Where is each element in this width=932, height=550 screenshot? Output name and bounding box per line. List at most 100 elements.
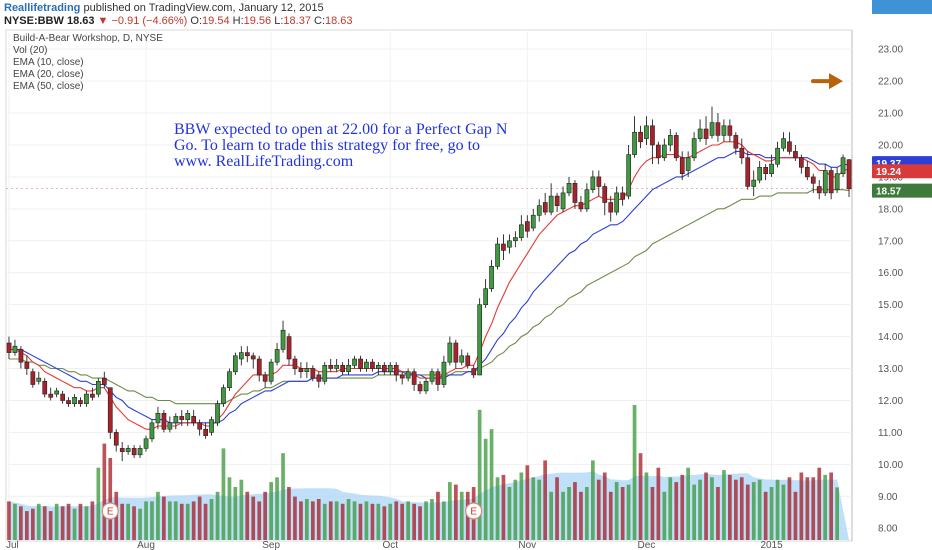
volume-bar <box>436 491 440 540</box>
candle-body <box>626 154 631 197</box>
candle-body <box>423 380 429 392</box>
earnings-marker-label: E <box>107 507 114 518</box>
candle-body <box>268 361 274 382</box>
candle <box>453 339 459 369</box>
candle-body <box>733 135 739 149</box>
candle-body <box>584 189 590 210</box>
candle-body <box>245 352 250 357</box>
author-link[interactable]: Reallifetrading <box>4 2 81 14</box>
candle-body <box>90 393 95 398</box>
volume-bar <box>25 511 29 540</box>
x-tick-label: Nov <box>518 540 536 550</box>
candle-body <box>757 167 762 181</box>
legend-ema50[interactable]: EMA (50, close) <box>13 81 84 92</box>
legend-ema20[interactable]: EMA (20, close) <box>13 69 84 80</box>
candle <box>655 141 661 165</box>
candle <box>250 352 256 369</box>
candle <box>763 164 768 181</box>
legend-volume[interactable]: Vol (20) <box>13 45 48 56</box>
candle <box>173 413 179 430</box>
volume-bar <box>513 479 518 540</box>
volume-bar <box>227 477 232 540</box>
volume-bar <box>656 467 661 540</box>
candle <box>536 199 542 222</box>
candle-body <box>620 192 625 200</box>
candle <box>471 365 477 379</box>
candle <box>542 192 548 216</box>
candle-body <box>739 147 745 159</box>
volume-bar <box>507 487 512 540</box>
symbol-label[interactable]: NYSE:BBW <box>4 15 64 27</box>
candle <box>667 129 673 152</box>
legend-ema10[interactable]: EMA (10, close) <box>13 57 84 68</box>
candle-body <box>691 138 697 159</box>
volume-bar <box>221 448 226 540</box>
arrow-right-icon <box>811 73 843 90</box>
volume-bar <box>168 501 172 540</box>
candle <box>691 132 697 161</box>
candle-body <box>793 151 798 159</box>
candle-body <box>673 135 679 159</box>
candle <box>810 173 816 193</box>
candle <box>489 259 494 292</box>
volume-bar <box>96 467 101 540</box>
volume-bar <box>757 479 762 540</box>
candle-body <box>393 364 399 376</box>
volume-bar <box>406 501 410 540</box>
y-tick-label: 15.00 <box>878 300 903 311</box>
candle-body <box>810 176 816 184</box>
volume-bar <box>287 487 291 540</box>
volume-bar <box>305 499 309 540</box>
candle <box>352 355 357 369</box>
candle <box>131 445 137 458</box>
volume-bar <box>275 477 279 540</box>
y-tick-label: 16.00 <box>878 268 903 279</box>
candle <box>143 435 149 452</box>
candle-body <box>495 243 500 267</box>
candle-body <box>107 387 113 433</box>
candle-body <box>197 422 203 430</box>
volume-bar <box>686 467 690 540</box>
volume-bar <box>13 503 17 540</box>
candle <box>566 176 572 197</box>
y-tick-label: 11.00 <box>878 428 903 439</box>
candle <box>739 138 745 165</box>
volume-bar <box>281 453 285 540</box>
candle-body <box>84 393 89 405</box>
volume-bar <box>644 472 649 540</box>
volume-bar <box>835 487 839 540</box>
candle <box>197 419 203 436</box>
candle-body <box>644 125 649 139</box>
candle <box>787 132 792 155</box>
volume-bar <box>519 472 524 540</box>
candle <box>102 371 107 388</box>
candle-body <box>459 355 465 363</box>
candle <box>602 183 608 216</box>
volume-bar <box>787 477 792 540</box>
volume-bar <box>48 511 53 540</box>
candle-body <box>346 364 351 372</box>
candle <box>310 365 316 382</box>
volume-bar <box>36 503 41 540</box>
legend-series-title[interactable]: Build-A-Bear Workshop, D, NYSE <box>13 33 163 44</box>
candle-body <box>429 371 435 382</box>
volume-bar <box>459 491 464 540</box>
candle-body <box>102 377 107 385</box>
candle <box>423 378 429 395</box>
volume-bar <box>84 506 89 541</box>
candle <box>417 381 423 395</box>
candle-body <box>203 428 209 436</box>
volume-bar <box>394 501 399 540</box>
candle-body <box>78 400 83 405</box>
candle <box>816 180 822 200</box>
candle <box>346 358 351 375</box>
volume-bar <box>382 506 387 541</box>
ema10-value-badge-label: 19.24 <box>876 167 901 178</box>
volume-bar <box>233 487 238 540</box>
publish-info: published on TradingView.com, January 12… <box>83 2 324 14</box>
volume-bar <box>90 501 95 540</box>
candle-body <box>227 371 232 389</box>
candle <box>60 390 65 404</box>
x-tick-label: Jul <box>6 540 19 550</box>
